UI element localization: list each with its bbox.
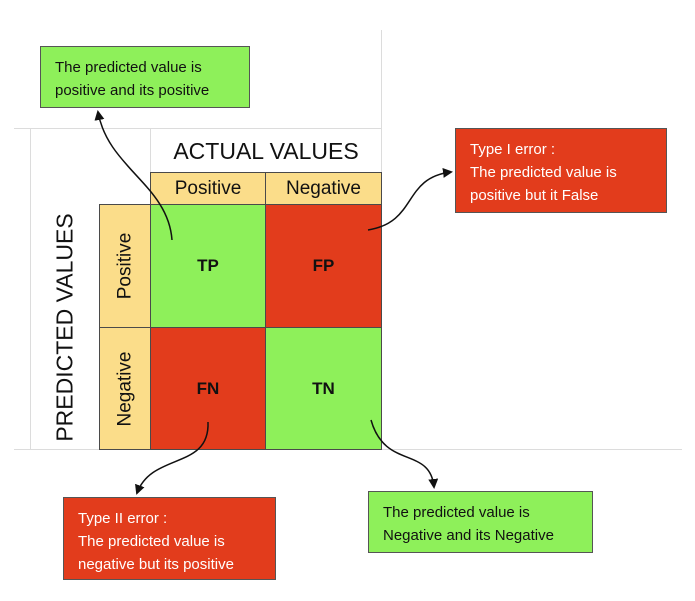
actual-values-title: ACTUAL VALUES [150, 132, 382, 170]
callout-fn-line-2: The predicted value is [78, 533, 225, 550]
callout-false-negative: Type II error : The predicted value is n… [63, 497, 276, 580]
callout-true-positive: The predicted value is positive and its … [40, 46, 250, 108]
grid-line-right-top [381, 30, 382, 172]
arrow-fn-to-callout [135, 421, 209, 495]
column-header-negative-label: Negative [286, 177, 361, 199]
callout-false-positive: Type I error : The predicted value is po… [455, 128, 667, 213]
arrow-tp-to-callout [94, 110, 173, 241]
grid-line-left [30, 128, 31, 450]
callout-fn-line-3: negative but its positive [78, 556, 234, 573]
column-header-positive-label: Positive [174, 177, 242, 199]
arrow-fp-to-callout [367, 168, 453, 231]
callout-tn-line-2: Negative and its Negative [383, 527, 554, 544]
callout-fp-line-2: The predicted value is [470, 164, 617, 181]
callout-tp-line-2: positive and its positive [55, 82, 210, 99]
cell-false-negative-label: FN [196, 378, 220, 398]
callout-fn-line-1: Type II error : [78, 510, 168, 527]
cell-true-positive-label: TP [197, 256, 219, 275]
column-header-negative: Negative [265, 172, 382, 205]
callout-fp-line-1: Type I error : [470, 141, 556, 158]
cell-false-positive-label: FP [312, 256, 335, 275]
grid-line-top [14, 128, 382, 129]
actual-values-title-text: ACTUAL VALUES [173, 137, 359, 164]
cell-false-positive: FP [265, 204, 382, 328]
callout-tp-line-1: The predicted value is [55, 59, 202, 76]
callout-fp-line-3: positive but it False [470, 187, 599, 204]
cell-true-negative-label: TN [312, 378, 335, 398]
callout-true-negative: The predicted value is Negative and its … [368, 491, 593, 553]
cell-true-negative: TN [265, 327, 382, 450]
grid-line-header-sep [150, 128, 151, 172]
callout-tn-line-1: The predicted value is [383, 504, 530, 521]
arrow-tn-to-callout [370, 419, 439, 489]
